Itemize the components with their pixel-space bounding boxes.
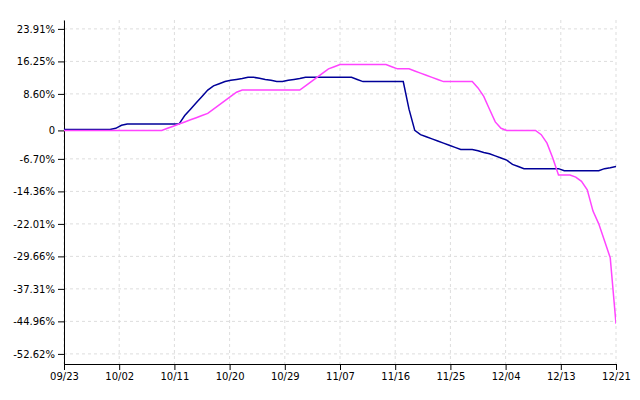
tick-label: -22.01% [13,219,55,230]
tick-mark [340,364,341,370]
tick: 10/20 [216,364,245,382]
tick-label: 12/04 [492,371,521,382]
tick: 23.91% [17,24,64,35]
tick-mark [119,364,120,370]
tick-mark [64,364,65,370]
tick: 11/07 [326,364,355,382]
grid [64,20,616,364]
grid-line [64,353,616,354]
tick-label: 8.60% [23,89,55,100]
tick-mark [285,364,286,370]
tick-label: 10/20 [216,371,245,382]
x-axis: 09/23 10/02 10/11 10/20 10/29 11/07 11/16 11/25… [50,364,631,382]
grid-line [64,191,616,192]
tick: 8.60% [23,89,64,100]
tick-mark [58,29,64,30]
tick-label: -29.66% [13,251,55,262]
chart: 09/23 10/02 10/11 10/20 10/29 11/07 11/16 11/25… [0,0,640,400]
tick-label: 10/02 [105,371,134,382]
grid-line [229,20,230,364]
tick-mark [58,191,64,192]
tick-mark [395,364,396,370]
y-axis: 23.91% 16.25% 8.60% 0 -6.70% -14.36% -22.01% -2… [13,21,64,365]
tick-mark [58,61,64,62]
tick-mark [58,354,64,355]
grid-line [560,20,561,364]
tick-label: 10/29 [271,371,300,382]
grid-line [505,20,506,364]
tick-mark [58,256,64,257]
tick-mark [58,321,64,322]
tick-mark [58,130,64,131]
tick-mark [230,364,231,370]
tick-mark [58,94,64,95]
tick-label: 10/11 [160,371,189,382]
tick-mark [58,289,64,290]
plot-area: 09/23 10/02 10/11 10/20 10/29 11/07 11/16 11/25… [13,20,631,382]
tick-label: -14.36% [13,186,55,197]
tick: -14.36% [13,186,64,197]
tick-label: 16.25% [17,56,55,67]
grid-line [450,20,451,364]
tick: 10/02 [105,364,134,382]
tick-label: -6.70% [20,154,55,165]
grid-line [284,20,285,364]
tick: 0 [49,125,64,136]
tick: 11/25 [436,364,465,382]
series-group [64,65,616,324]
tick: 16.25% [17,56,64,67]
tick-label: -37.31% [13,284,55,295]
tick: -52.62% [13,349,64,360]
tick: -29.66% [13,251,64,262]
tick: 12/13 [547,364,576,382]
tick: 11/16 [381,364,410,382]
tick-label: 11/07 [326,371,355,382]
tick-mark [616,364,617,370]
grid-line [395,20,396,364]
tick: 10/29 [271,364,300,382]
tick-label: 11/25 [436,371,465,382]
tick: -37.31% [13,284,64,295]
axis-line [64,21,65,365]
tick: -6.70% [20,154,64,165]
tick-label: 12/21 [602,371,631,382]
tick-label: -52.62% [13,349,55,360]
series-line [64,65,616,324]
tick-mark [58,159,64,160]
tick: 10/11 [160,364,189,382]
tick-label: 09/23 [50,371,79,382]
tick-label: 23.91% [17,24,55,35]
tick-mark [58,224,64,225]
series-line [64,77,616,170]
tick: -22.01% [13,219,64,230]
tick: 12/04 [492,364,521,382]
tick-label: 12/13 [547,371,576,382]
grid-line [64,288,616,289]
tick-mark [561,364,562,370]
tick-label: -44.96% [13,316,55,327]
grid-line [119,20,120,364]
tick-mark [174,364,175,370]
tick: -44.96% [13,316,64,327]
tick-label: 11/16 [381,371,410,382]
grid-line [64,61,616,62]
grid-line [174,20,175,364]
tick-mark [506,364,507,370]
grid-line [340,20,341,364]
tick: 09/23 [50,364,79,382]
tick: 12/21 [602,364,631,382]
tick-mark [450,364,451,370]
tick-label: 0 [49,125,55,136]
